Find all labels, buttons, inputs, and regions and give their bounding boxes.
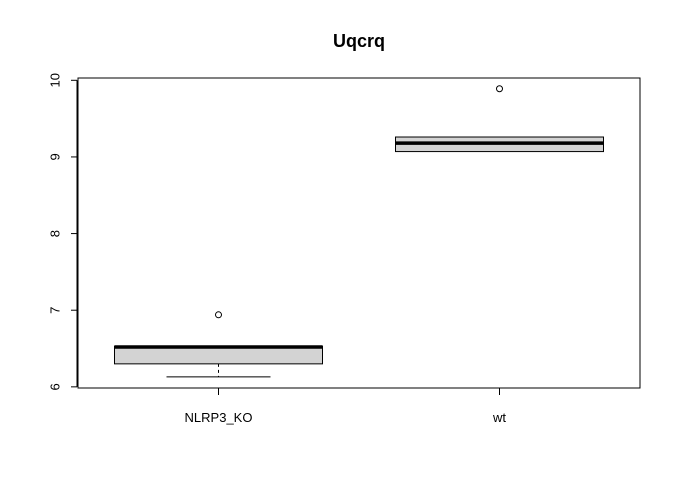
outlier-point xyxy=(496,85,503,93)
box xyxy=(114,345,323,365)
y-tick-label: 7 xyxy=(48,307,63,314)
plot-frame xyxy=(77,77,641,389)
boxes xyxy=(114,85,604,378)
y-tick-label: 6 xyxy=(48,383,63,390)
x-tick-label: wt xyxy=(492,410,506,425)
x-axis: NLRP3_KO wt xyxy=(185,388,506,425)
y-tick-label: 10 xyxy=(48,73,63,87)
x-tick-label: NLRP3_KO xyxy=(185,410,253,425)
y-tick-label: 9 xyxy=(48,153,63,160)
y-axis: 6 7 8 9 10 xyxy=(48,73,78,390)
y-tick-label: 8 xyxy=(48,230,63,237)
outlier-point xyxy=(215,311,222,319)
chart-title: Uqcrq xyxy=(333,31,385,51)
